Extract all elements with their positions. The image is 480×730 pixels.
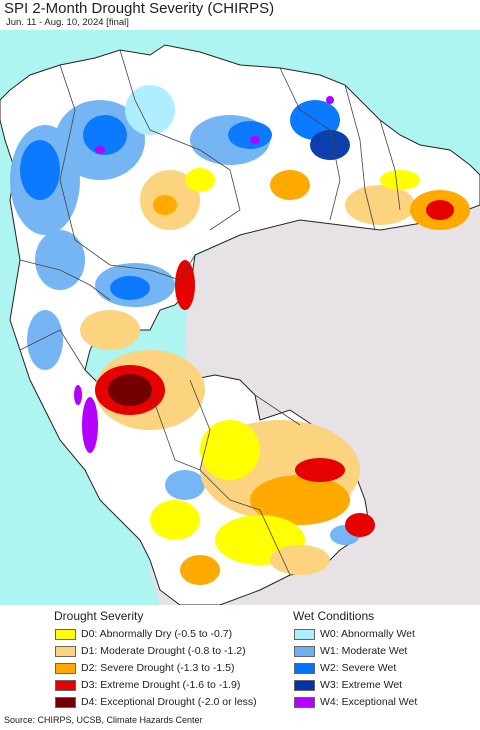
- legend-item-d2: D2: Severe Drought (-1.3 to -1.5): [55, 661, 235, 675]
- legend-label: D2: Severe Drought (-1.3 to -1.5): [81, 662, 235, 674]
- legend-label: W2: Severe Wet: [320, 662, 397, 674]
- wet-anomalies: [10, 85, 360, 545]
- legend-item-d1: D1: Moderate Drought (-0.8 to -1.2): [55, 644, 246, 658]
- legend-label: W4: Exceptional Wet: [320, 696, 418, 708]
- swatch-d4: [55, 696, 76, 708]
- map-subtitle: Jun. 11 - Aug. 10, 2024 [final]: [6, 17, 129, 28]
- legend-label: W1: Moderate Wet: [320, 645, 408, 657]
- swatch-w0: [294, 628, 315, 640]
- legend-item-w3: W3: Extreme Wet: [294, 678, 402, 692]
- legend-label: D0: Abnormally Dry (-0.5 to -0.7): [81, 628, 233, 640]
- swatch-w4: [294, 696, 315, 708]
- swatch-w1: [294, 645, 315, 657]
- legend-label: D4: Exceptional Drought (-2.0 or less): [81, 696, 257, 708]
- source-credit: Source: CHIRPS, UCSB, Climate Hazards Ce…: [4, 715, 203, 725]
- drought-legend-title: Drought Severity: [54, 609, 144, 623]
- legend-item-w1: W1: Moderate Wet: [294, 644, 407, 658]
- map-canvas: [0, 30, 480, 605]
- map-title: SPI 2-Month Drought Severity (CHIRPS): [4, 0, 275, 17]
- legend-item-d0: D0: Abnormally Dry (-0.5 to -0.7): [55, 627, 232, 641]
- legend-label: W0: Abnormally Wet: [320, 628, 415, 640]
- legend-item-d4: D4: Exceptional Drought (-2.0 or less): [55, 695, 257, 709]
- drought-anomalies: [80, 168, 470, 585]
- drought-map: [0, 30, 480, 605]
- legend-item-d3: D3: Extreme Drought (-1.6 to -1.9): [55, 678, 240, 692]
- legend-item-w4: W4: Exceptional Wet: [294, 695, 417, 709]
- legend-item-w0: W0: Abnormally Wet: [294, 627, 415, 641]
- legend-label: W3: Extreme Wet: [320, 679, 403, 691]
- legend-label: D1: Moderate Drought (-0.8 to -1.2): [81, 645, 246, 657]
- legend-label: D3: Extreme Drought (-1.6 to -1.9): [81, 679, 241, 691]
- swatch-d3: [55, 679, 76, 691]
- legend-item-w2: W2: Severe Wet: [294, 661, 396, 675]
- exceptional-wet: [74, 96, 334, 453]
- wet-legend-title: Wet Conditions: [293, 609, 375, 623]
- swatch-w3: [294, 679, 315, 691]
- swatch-w2: [294, 662, 315, 674]
- swatch-d2: [55, 662, 76, 674]
- country-borders: [19, 49, 401, 576]
- swatch-d0: [55, 628, 76, 640]
- swatch-d1: [55, 645, 76, 657]
- legend: Drought Severity Wet Conditions D0: Abno…: [0, 605, 480, 713]
